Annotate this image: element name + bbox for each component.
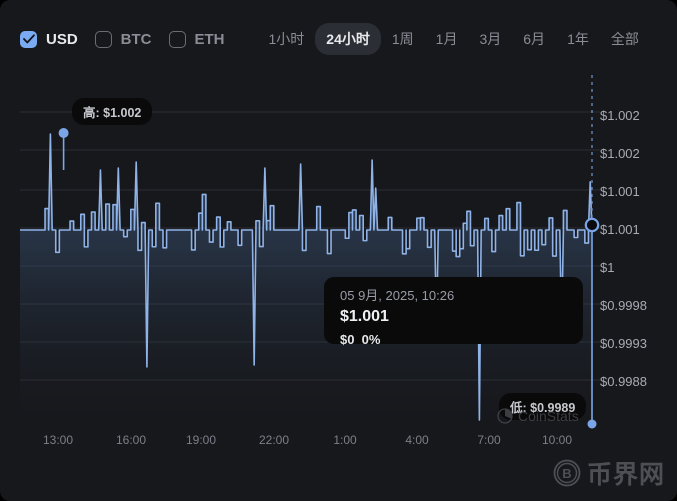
- svg-text:B: B: [562, 466, 571, 481]
